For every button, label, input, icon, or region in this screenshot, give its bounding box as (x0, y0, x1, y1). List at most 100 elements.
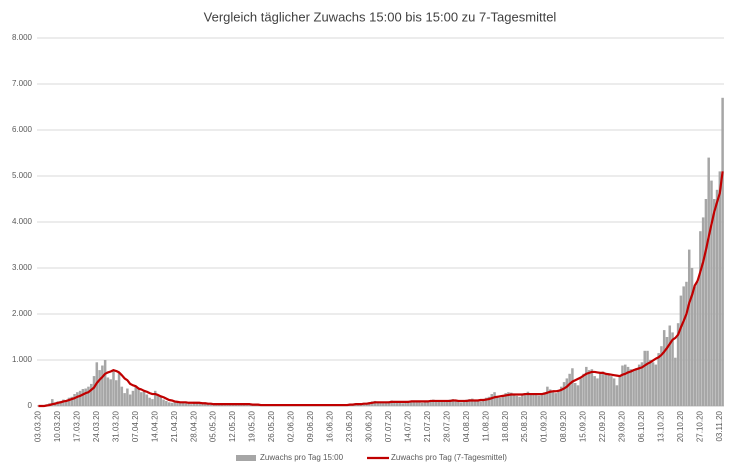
bar (509, 392, 513, 406)
x-tick-label: 26.05.20 (267, 410, 276, 442)
bar (126, 388, 129, 406)
bar (446, 400, 449, 406)
bar (515, 395, 519, 406)
bar (646, 350, 649, 406)
y-tick-label: 6.000 (12, 125, 33, 134)
bar (507, 392, 510, 406)
bar (512, 394, 516, 406)
bar (529, 393, 532, 406)
bar (654, 364, 658, 406)
bar (178, 402, 182, 406)
legend-label: Zuwachs pro Tag 15:00 (260, 453, 344, 462)
x-tick-label: 17.03.20 (72, 410, 81, 442)
bar (610, 376, 613, 406)
bar (137, 388, 140, 406)
bar (70, 396, 74, 406)
x-tick-label: 02.06.20 (287, 410, 296, 442)
bar (140, 392, 143, 406)
bar (523, 393, 527, 406)
bar (682, 286, 685, 406)
bar (671, 332, 674, 406)
bar (92, 376, 96, 406)
bar (637, 364, 641, 406)
x-tick-label: 16.06.20 (326, 410, 335, 442)
bar (612, 378, 616, 406)
bar (674, 357, 677, 406)
bar (204, 403, 207, 406)
x-tick-label: 10.03.20 (53, 410, 62, 442)
bar (459, 402, 463, 406)
bar (78, 390, 82, 406)
bar (626, 366, 630, 406)
bar (148, 397, 151, 406)
bar (546, 386, 549, 406)
bar (468, 399, 471, 406)
bar (676, 323, 680, 406)
bar (245, 405, 249, 406)
bar (687, 249, 691, 406)
x-tick-label: 25.08.20 (520, 410, 529, 442)
bar (521, 394, 524, 406)
legend-swatch (236, 455, 256, 461)
bar (643, 350, 646, 406)
bar (473, 400, 477, 406)
bar (571, 368, 574, 406)
bar (490, 394, 494, 406)
bar (187, 403, 190, 406)
bar (426, 400, 430, 406)
x-tick-label: 08.09.20 (559, 410, 568, 442)
bar (209, 404, 213, 406)
bar (493, 392, 496, 406)
bar (579, 378, 583, 406)
bar (532, 394, 535, 406)
bar (248, 405, 252, 406)
bar (190, 404, 193, 406)
bar (51, 399, 54, 406)
bar (145, 394, 149, 406)
bar (554, 393, 557, 406)
line (38, 171, 724, 408)
x-tick-label: 06.10.20 (637, 410, 646, 442)
bar (440, 401, 443, 406)
bar (543, 392, 546, 406)
x-tick-label: 11.08.20 (481, 410, 490, 441)
bar (120, 386, 124, 406)
x-tick-label: 20.10.20 (676, 410, 685, 442)
x-tick-label: 07.07.20 (384, 410, 393, 442)
bar (103, 360, 107, 406)
bar (718, 171, 722, 406)
bar (181, 402, 185, 406)
bar (379, 402, 382, 406)
bar (115, 380, 118, 406)
x-tick-label: 05.05.20 (209, 410, 218, 442)
bar (434, 400, 438, 406)
bar (562, 382, 566, 406)
bar (159, 396, 163, 406)
bar (64, 400, 68, 406)
bar (471, 398, 474, 406)
bar (635, 368, 638, 406)
x-tick-label: 28.07.20 (442, 410, 451, 442)
bar (657, 353, 660, 406)
bar (679, 295, 683, 406)
bar (537, 395, 541, 406)
bar (629, 369, 633, 406)
bar (484, 397, 488, 406)
bar (101, 365, 104, 406)
bar (696, 281, 699, 406)
bar (587, 370, 591, 406)
y-tick-label: 1.000 (12, 355, 33, 364)
bar (593, 376, 596, 406)
bar (573, 383, 577, 406)
bar (173, 400, 176, 406)
bar (535, 394, 538, 406)
bar (192, 401, 196, 406)
bar (67, 397, 71, 406)
bar (457, 401, 460, 406)
bar (668, 325, 672, 406)
bar (151, 399, 154, 406)
x-tick-label: 12.05.20 (228, 410, 237, 442)
y-tick-label: 4.000 (12, 217, 33, 226)
bar (206, 404, 210, 406)
bar (607, 373, 610, 406)
